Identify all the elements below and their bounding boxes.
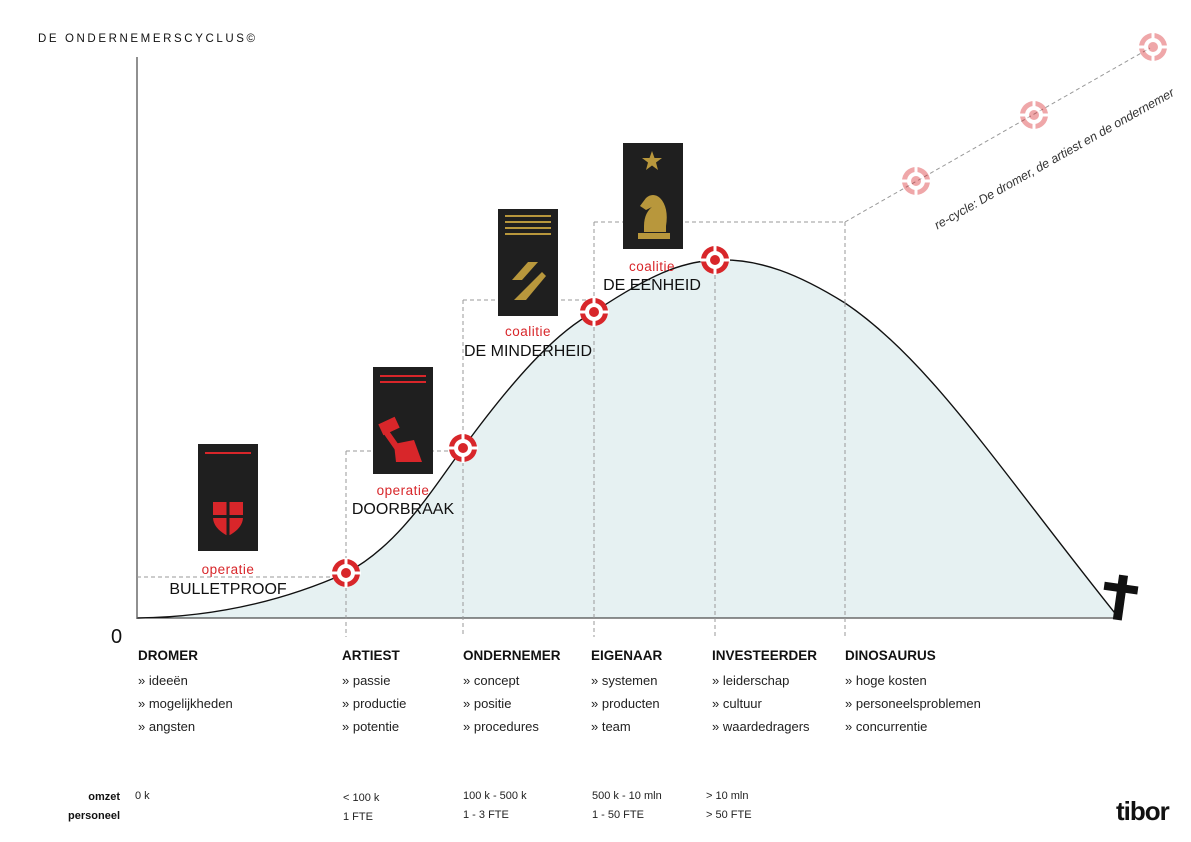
phase-artiest: ARTIEST » passie » productie » potentie (342, 648, 482, 738)
card-3-sub: coalitie (504, 324, 552, 339)
phase-investeerder: INVESTEERDER » leiderschap » cultuur » w… (712, 648, 852, 738)
target-marker-4 (700, 245, 730, 275)
personeel-value: > 50 FTE (706, 809, 752, 821)
knight-icon (638, 195, 670, 239)
card-1-title: BULLETPROOF (169, 581, 287, 598)
omzet-value: 100 k - 500 k (463, 790, 527, 802)
origin-label: 0 (111, 626, 123, 648)
omzet-value: < 100 k (343, 792, 380, 804)
omzet-value: 0 k (135, 790, 150, 802)
brand-logo: tibor (1116, 796, 1170, 826)
phase-title: EIGENAAR (591, 648, 663, 663)
phase-item: » leiderschap (712, 673, 790, 688)
phase-item: » angsten (138, 719, 196, 734)
omzet-value: > 10 mln (706, 790, 749, 802)
recycle-marker-2 (1019, 100, 1049, 130)
star-icon (642, 151, 662, 170)
phase-item: » productie (342, 696, 407, 711)
recycle-marker-3 (1138, 32, 1168, 62)
phase-item: » hoge kosten (845, 673, 927, 688)
phase-item: » personeelsproblemen (845, 696, 981, 711)
shield-icon (213, 502, 243, 536)
phase-item: » cultuur (712, 696, 762, 711)
omzet-value: 500 k - 10 mln (592, 790, 662, 802)
phase-item: » positie (463, 696, 512, 711)
phase-eigenaar: EIGENAAR » systemen » producten » team (591, 648, 731, 738)
target-marker-3 (579, 297, 609, 327)
personeel-value: 1 - 50 FTE (592, 809, 644, 821)
phase-title: ARTIEST (342, 648, 400, 663)
personeel-value: 1 - 3 FTE (463, 809, 509, 821)
omzet-label: omzet (88, 791, 120, 803)
phase-item: » systemen (591, 673, 658, 688)
phase-item: » concept (463, 673, 520, 688)
card-4-title: DE EENHEID (603, 277, 701, 294)
phase-title: ONDERNEMER (463, 648, 561, 663)
curve-area (138, 259, 1118, 618)
phase-item: » waardedragers (712, 719, 810, 734)
phase-dromer: DROMER » ideeën » mogelijkheden » angste… (138, 648, 278, 738)
page-title: DE ONDERNEMERSCYCLUS© (38, 33, 258, 45)
personeel-value: 1 FTE (343, 811, 373, 823)
phase-item: » procedures (463, 719, 539, 734)
phase-item: » producten (591, 696, 660, 711)
card-2-sub: operatie (376, 483, 430, 498)
phase-ondernemer: ONDERNEMER » concept » positie » procedu… (463, 648, 603, 738)
card-4-sub: coalitie (628, 259, 676, 274)
card-2-title: DOORBRAAK (351, 501, 455, 518)
card-1-sub: operatie (201, 562, 255, 577)
phase-item: » passie (342, 673, 391, 688)
phase-item: » concurrentie (845, 719, 928, 734)
phase-item: » team (591, 719, 631, 734)
phase-item: » potentie (342, 719, 400, 734)
phase-dinosaurus: DINOSAURUS » hoge kosten » personeelspro… (845, 648, 985, 738)
recycle-marker-1 (901, 166, 931, 196)
hammer-icon (378, 416, 422, 462)
phase-title: DROMER (138, 648, 198, 663)
leaf-icon (512, 262, 546, 300)
phase-title: INVESTEERDER (712, 648, 818, 663)
phase-item: » ideeën (138, 673, 188, 688)
target-marker-2 (448, 433, 478, 463)
phase-title: DINOSAURUS (845, 648, 936, 663)
personeel-label: personeel (68, 810, 120, 822)
target-marker-1 (331, 558, 361, 588)
guide-lines (137, 47, 1151, 637)
card-3-title: DE MINDERHEID (463, 343, 592, 360)
cross-icon (1103, 574, 1139, 621)
phase-item: » mogelijkheden (138, 696, 233, 711)
